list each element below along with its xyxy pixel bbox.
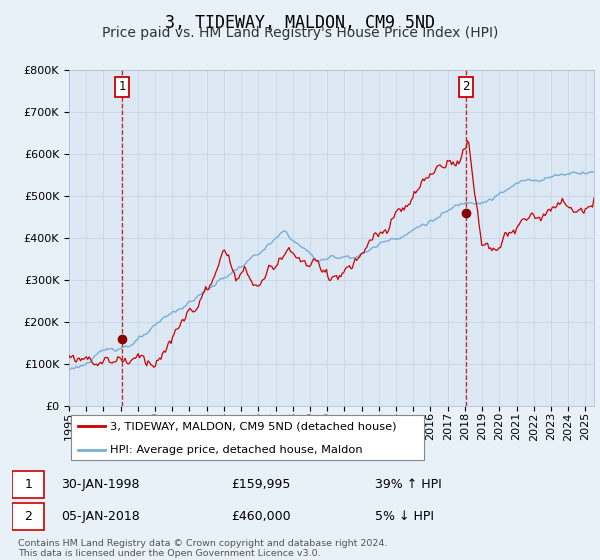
Text: Contains HM Land Registry data © Crown copyright and database right 2024.
This d: Contains HM Land Registry data © Crown c…: [18, 539, 388, 558]
Text: £159,995: £159,995: [231, 478, 290, 491]
Text: 1: 1: [118, 80, 126, 94]
Text: 1: 1: [24, 478, 32, 491]
FancyBboxPatch shape: [12, 503, 44, 530]
Text: 30-JAN-1998: 30-JAN-1998: [61, 478, 139, 491]
Text: HPI: Average price, detached house, Maldon: HPI: Average price, detached house, Mald…: [110, 445, 362, 455]
Text: 2: 2: [462, 80, 469, 94]
Text: 39% ↑ HPI: 39% ↑ HPI: [375, 478, 442, 491]
FancyBboxPatch shape: [12, 471, 44, 498]
Text: 3, TIDEWAY, MALDON, CM9 5ND (detached house): 3, TIDEWAY, MALDON, CM9 5ND (detached ho…: [110, 421, 397, 431]
Text: Price paid vs. HM Land Registry's House Price Index (HPI): Price paid vs. HM Land Registry's House …: [102, 26, 498, 40]
FancyBboxPatch shape: [71, 415, 424, 460]
Text: 5% ↓ HPI: 5% ↓ HPI: [375, 510, 434, 523]
Text: 3, TIDEWAY, MALDON, CM9 5ND: 3, TIDEWAY, MALDON, CM9 5ND: [165, 14, 435, 32]
Text: 05-JAN-2018: 05-JAN-2018: [61, 510, 140, 523]
Text: £460,000: £460,000: [231, 510, 290, 523]
Text: 2: 2: [24, 510, 32, 523]
